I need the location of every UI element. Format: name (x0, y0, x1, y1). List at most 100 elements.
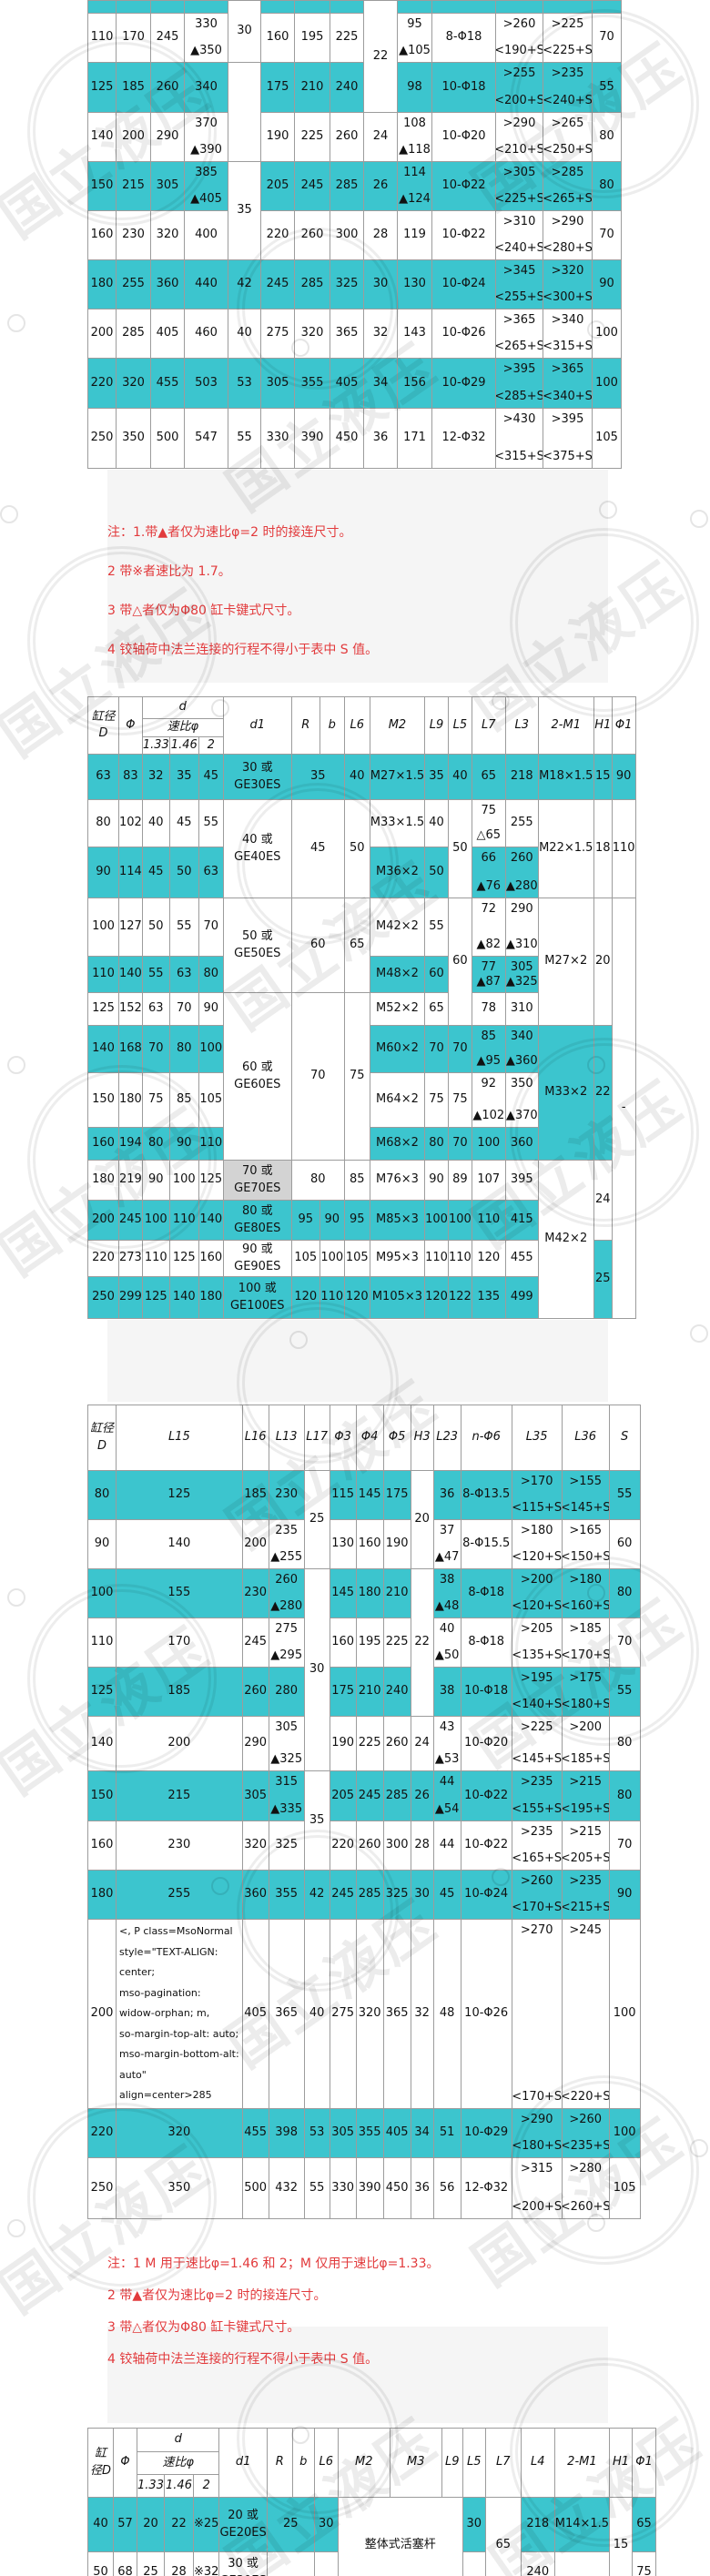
header-cell: d (141, 696, 224, 719)
data-cell: 245 (355, 1770, 384, 1821)
header-cell: 1.46 (168, 736, 199, 755)
data-cell (266, 2551, 315, 2576)
data-cell: 34 (363, 358, 398, 409)
data-cell: 170 (116, 13, 151, 63)
data-cell: 44 ▲54 (432, 1770, 462, 1821)
data-cell: >170 <115+S (511, 1470, 563, 1520)
data-cell: >260 <190+S (495, 13, 543, 63)
data-cell: 90 (608, 1870, 641, 1920)
data-cell: 35 (424, 754, 449, 800)
data-cell: 43 ▲53 (432, 1716, 462, 1771)
data-cell: 55 (168, 898, 199, 957)
data-cell: 365 (268, 1919, 305, 2109)
data-cell: 185 (116, 62, 151, 113)
data-cell: 125 (87, 62, 117, 113)
data-cell: >340 <315+S (543, 309, 593, 359)
data-cell: 60 (608, 1519, 641, 1569)
data-cell: 75 (141, 1072, 170, 1128)
data-cell: 200 (87, 1200, 119, 1241)
data-cell: 78 (471, 992, 506, 1026)
notes-block-1: 注：1.带▲者仅为速比φ=2 时的接连尺寸。 2 带※者速比为 1.7。 3 带△者… (107, 523, 378, 680)
data-cell: 455 (150, 358, 185, 409)
header-cell: L23 (432, 1405, 462, 1471)
data-cell: 10-Φ24 (460, 1870, 512, 1920)
data-cell: 330 ▲350 (184, 13, 228, 63)
data-cell: 500 (150, 408, 185, 469)
data-cell: 45 (198, 754, 224, 800)
data-cell (397, 0, 432, 14)
data-cell: 200 (116, 112, 151, 162)
data-cell: 89 (447, 1160, 472, 1201)
table-row: 150 215 305 385 ▲405 35 205 245 285 26 114 ▲124 10-Φ… (87, 161, 622, 260)
data-cell: 12-Φ32 (460, 2156, 512, 2219)
data-cell: 145 (355, 1470, 384, 1520)
data-cell: 125 (116, 1470, 243, 1520)
data-cell: >320 <300+S (543, 259, 593, 309)
header-cell: L6 (313, 2428, 339, 2498)
data-cell: 36 (410, 2156, 434, 2219)
table-row: 125 185 260 340 175 210 240 98 10-Φ18 >255 <200+S >… (87, 62, 622, 162)
data-cell: 80 (608, 1770, 641, 1821)
data-cell: 24 (363, 112, 398, 162)
data-cell: 350 (116, 2156, 243, 2219)
data-cell: 15 (593, 754, 613, 800)
data-cell: >245 <220+S (561, 1919, 610, 2109)
data-cell: 92 ▲102 (471, 1072, 506, 1128)
data-cell: 10-Φ24 (431, 259, 496, 309)
data-cell: 90 (141, 1160, 170, 1201)
header-cell: L13 (268, 1405, 305, 1471)
header-cell: M3 (389, 2428, 442, 2498)
data-cell: 105 (608, 2156, 641, 2219)
table-row: 160 230 320 400 220 260 300 28 119 10-Φ22 >310 <240… (87, 210, 622, 260)
header-cell: R (290, 696, 320, 755)
table-row: 140 200 290 305 ▲325 190 225 260 24 43 ▲53 10-Φ20 >2… (87, 1716, 641, 1771)
data-cell: 330 (260, 408, 295, 469)
header-cell: Φ1 (611, 696, 636, 755)
data-cell: 120 (424, 1276, 449, 1319)
data-cell: 360 (504, 1127, 539, 1161)
data-cell: 8-Φ18 (460, 1618, 512, 1668)
data-cell: 10-Φ22 (460, 1820, 512, 1871)
data-cell (431, 0, 496, 14)
data-cell: 285 (330, 161, 364, 211)
data-cell: 77 ▲87 (471, 956, 506, 993)
data-cell: >260 <170+S (511, 1870, 563, 1920)
header-cell: S (608, 1405, 641, 1471)
data-cell: 80 (608, 1568, 641, 1618)
data-cell: >365 <265+S (495, 309, 543, 359)
data-cell: 50 或 GE50ES (222, 898, 292, 993)
data-cell: 145 (329, 1568, 357, 1618)
data-cell: 315 ▲335 (268, 1770, 305, 1821)
data-cell: 260 (355, 1820, 384, 1871)
data-cell: M105×3 (369, 1276, 426, 1319)
data-cell: 80 (608, 1716, 641, 1771)
data-cell: 260 (330, 112, 364, 162)
header-cell: 2-M1 (553, 2428, 611, 2498)
data-cell: 140 (87, 112, 117, 162)
data-cell: 100 (198, 1025, 224, 1073)
data-cell: 110 (198, 1127, 224, 1161)
data-cell: 70 (608, 1618, 641, 1668)
data-cell: 30 (462, 2497, 486, 2552)
data-cell: 320 (150, 210, 185, 260)
data-cell: >215 <205+S (561, 1820, 610, 1871)
data-cell: >165 <150+S (561, 1519, 610, 1569)
data-cell: 90 (592, 259, 622, 309)
data-cell: 160 (260, 13, 295, 63)
data-cell: M48×2 (369, 956, 426, 993)
table-row: 250 350 500 432 55 330 390 450 36 56 12-Φ32 >315 <20… (87, 2156, 641, 2219)
data-cell: 100 (592, 358, 622, 409)
data-cell: 120 (343, 1276, 370, 1319)
data-cell: 42 (228, 259, 261, 309)
data-cell: 20 (593, 898, 613, 1026)
data-cell (543, 0, 593, 14)
data-cell: 110 (87, 1618, 117, 1668)
header-cell: H1 (609, 2428, 634, 2498)
data-cell: 55 (424, 898, 449, 957)
data-cell: 55 (608, 1667, 641, 1717)
data-cell: 230 (116, 210, 151, 260)
data-cell: 170 (116, 1618, 243, 1668)
